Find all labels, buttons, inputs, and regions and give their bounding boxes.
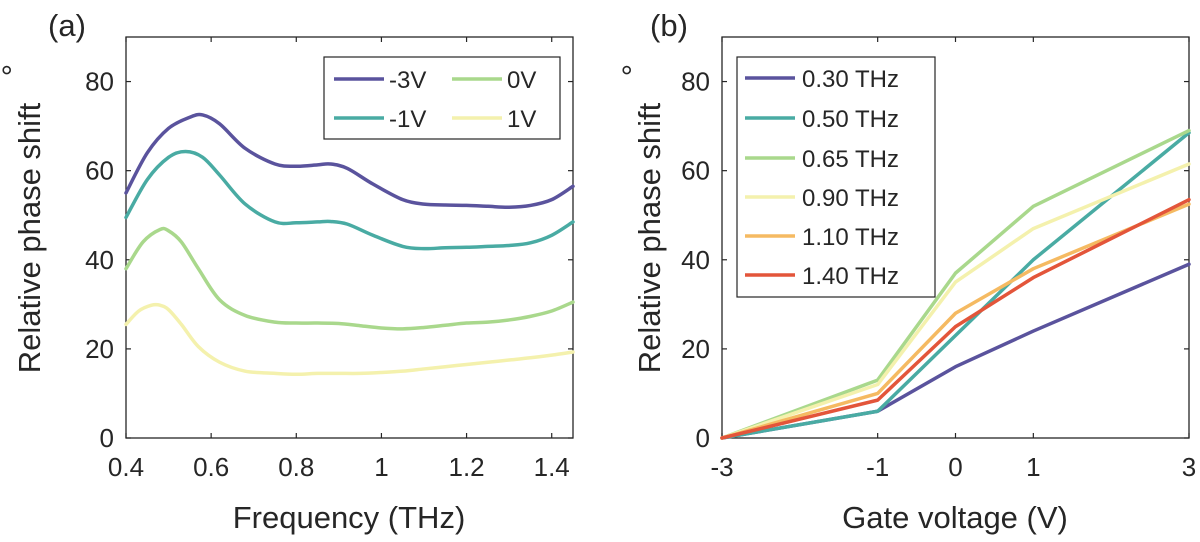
legend-a-label-0: -3V xyxy=(389,67,426,94)
ytick-label: 40 xyxy=(85,245,114,275)
panel-b-legend-box xyxy=(736,56,936,298)
ytick-label: 20 xyxy=(681,334,710,364)
panel-b: (b) -3 -1 0 1 3 0 20 40 60 80 Gate voltage (V) Re… xyxy=(616,8,1196,535)
xtick-label: 0 xyxy=(948,452,962,482)
series-line--3v xyxy=(124,112,575,209)
panel-a-ylabel-unit: ° xyxy=(0,64,31,76)
series-line-1-10-thz xyxy=(720,202,1191,440)
panel-a-ticks: 0.4 0.6 0.8 1 1.2 1.4 0 20 40 60 80 xyxy=(85,37,573,482)
legend-a-label-3: 1V xyxy=(507,106,536,133)
ytick-label: 80 xyxy=(85,67,114,97)
legend-a-label-1: -1V xyxy=(389,106,426,133)
legend-b-label-0: 0.30 THz xyxy=(802,66,899,93)
xtick-label: 0.6 xyxy=(193,452,229,482)
xtick-label: 1 xyxy=(374,452,388,482)
ytick-label: 0 xyxy=(696,423,710,453)
panel-b-xlabel: Gate voltage (V) xyxy=(842,500,1068,535)
panel-a-xlabel: Frequency (THz) xyxy=(233,500,466,535)
series-line-0v xyxy=(124,226,575,331)
panel-b-legend: 0.30 THz 0.50 THz 0.65 THz 0.90 THz 1.10… xyxy=(736,56,936,298)
xtick-label: -1 xyxy=(866,452,889,482)
legend-b-label-5: 1.40 THz xyxy=(802,263,899,290)
panel-a-series xyxy=(124,112,575,377)
panel-b-label: (b) xyxy=(650,8,688,43)
panel-b-ylabel-unit: ° xyxy=(616,64,651,76)
panel-a-legend-box xyxy=(323,56,561,140)
series-line-0-90-thz xyxy=(720,162,1191,440)
series-line-0-65-thz xyxy=(720,128,1191,440)
ytick-label: 60 xyxy=(681,156,710,186)
xtick-label: 0.8 xyxy=(278,452,314,482)
legend-b-label-1: 0.50 THz xyxy=(802,106,899,133)
panel-b-series xyxy=(720,128,1191,440)
xtick-label: 1.4 xyxy=(534,452,570,482)
xtick-label: 1.2 xyxy=(448,452,484,482)
ytick-label: 20 xyxy=(85,334,114,364)
xtick-label: 3 xyxy=(1182,452,1196,482)
series-line-1v xyxy=(124,302,575,377)
series-line--1v xyxy=(124,149,575,251)
series-line-0-50-thz xyxy=(720,131,1191,440)
xtick-label: 0.4 xyxy=(108,452,144,482)
panel-b-ticks: -3 -1 0 1 3 0 20 40 60 80 xyxy=(681,37,1196,482)
series-line-1-40-thz xyxy=(720,197,1191,440)
xtick-label: 1 xyxy=(1026,452,1040,482)
panel-a-legend: -3V 0V -1V 1V xyxy=(323,56,561,140)
legend-a-label-2: 0V xyxy=(507,67,536,94)
ytick-label: 0 xyxy=(100,423,114,453)
ytick-label: 80 xyxy=(681,67,710,97)
panel-b-ylabel: Relative phase shift xyxy=(632,102,667,373)
panel-a-axes-box xyxy=(125,36,574,439)
panel-a: (a) 0.4 0.6 0.8 1 1.2 1.4 0 20 40 60 80 Frequency … xyxy=(0,8,575,535)
panel-a-label: (a) xyxy=(48,8,86,43)
xtick-label: -3 xyxy=(710,452,733,482)
legend-b-label-4: 1.10 THz xyxy=(802,224,899,251)
panel-a-ylabel: Relative phase shift xyxy=(12,102,47,373)
legend-b-label-2: 0.65 THz xyxy=(802,146,899,173)
ytick-label: 60 xyxy=(85,156,114,186)
legend-b-label-3: 0.90 THz xyxy=(802,185,899,212)
ytick-label: 40 xyxy=(681,245,710,275)
